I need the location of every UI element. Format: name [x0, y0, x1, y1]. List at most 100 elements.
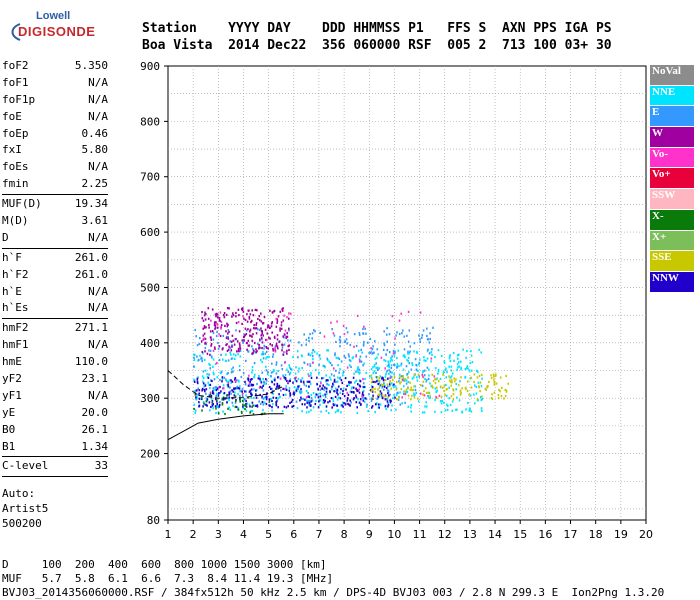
echo-point-nne: [322, 376, 325, 380]
echo-point-x-: [209, 393, 212, 396]
echo-point-nne: [456, 368, 458, 371]
echo-point-nnw: [244, 380, 246, 383]
echo-point-nnw: [242, 405, 244, 408]
echo-point-e: [427, 348, 429, 351]
echo-point-nnw: [212, 390, 214, 393]
parameter-row: foF1p N/A: [2, 92, 108, 109]
parameter-value: 1.34: [81, 439, 109, 453]
echo-point-nne: [263, 396, 266, 399]
echo-point-e: [240, 389, 243, 392]
parameter-value: 261.0: [74, 250, 108, 264]
echo-point-nnw: [212, 403, 214, 406]
echo-point-sse: [395, 388, 398, 391]
echo-point-nne: [393, 373, 395, 376]
echo-point-nne: [423, 359, 425, 362]
echo-point-sse: [399, 382, 401, 385]
echo-point-w: [259, 339, 261, 342]
parameter-name: yE: [2, 405, 16, 419]
echo-point-e: [262, 357, 265, 360]
echo-point-vo-: [391, 315, 394, 318]
echo-point-nne: [251, 369, 254, 372]
echo-point-w: [282, 353, 285, 356]
echo-point-nne: [203, 385, 205, 388]
echo-point-sse: [479, 381, 482, 384]
echo-point-vo-: [407, 310, 410, 313]
echo-point-w: [205, 313, 207, 316]
echo-point-vo-: [284, 361, 286, 364]
echo-point-e: [358, 332, 361, 335]
echo-point-nne: [222, 384, 225, 387]
echo-point-sse: [507, 382, 509, 385]
echo-point-w: [285, 335, 288, 338]
echo-point-e: [205, 392, 207, 395]
echo-point-nne: [332, 397, 334, 400]
echo-point-nnw: [290, 400, 293, 403]
echo-point-w: [239, 344, 241, 347]
y-tick-label: 600: [140, 226, 160, 239]
echo-point-nne: [258, 375, 260, 378]
echo-point-w: [220, 323, 223, 327]
echo-point-nnw: [321, 377, 323, 380]
echo-point-nne: [403, 390, 405, 393]
echo-point-nnw: [385, 387, 388, 390]
echo-point-e: [261, 371, 264, 374]
echo-point-w: [273, 310, 275, 313]
echo-point-nne: [405, 379, 408, 382]
legend-item-x-: X-: [650, 209, 694, 230]
echo-point-nnw: [198, 389, 201, 392]
echo-point-nne: [434, 410, 436, 413]
echo-point-nnw: [222, 398, 225, 401]
echo-point-w: [279, 329, 281, 332]
echo-point-w: [258, 347, 260, 350]
echo-point-nne: [373, 363, 376, 367]
echo-point-nne: [322, 364, 324, 367]
echo-point-nnw: [227, 385, 230, 388]
echo-point-e: [343, 355, 346, 358]
echo-point-nnw: [228, 393, 230, 396]
echo-point-w: [252, 314, 255, 317]
echo-point-e: [200, 356, 203, 359]
echo-point-w: [284, 333, 286, 336]
echo-point-sse: [460, 392, 462, 395]
parameter-name: C-level: [2, 459, 49, 473]
echo-point-nnw: [325, 387, 328, 390]
echo-point-w: [258, 315, 261, 318]
echo-point-nnw: [337, 393, 339, 396]
echo-point-e: [359, 355, 362, 358]
echo-point-w: [244, 334, 246, 337]
echo-point-nne: [363, 362, 365, 365]
echo-point-sse: [390, 387, 392, 390]
echo-point-nnw: [256, 404, 259, 407]
echo-point-nnw: [362, 399, 365, 402]
echo-point-nne: [201, 358, 203, 361]
echo-point-vo-: [234, 379, 237, 382]
echo-point-nne: [239, 355, 242, 358]
echo-point-e: [238, 369, 241, 372]
echo-point-nnw: [314, 402, 317, 406]
echo-point-e: [227, 329, 230, 332]
echo-point-w: [256, 350, 258, 353]
echo-point-e: [289, 395, 291, 398]
echo-point-vo-: [279, 377, 282, 380]
echo-point-w: [214, 313, 217, 316]
echo-point-e: [227, 359, 230, 362]
echo-point-nne: [388, 362, 390, 365]
echo-point-nne: [386, 364, 389, 367]
echo-point-w: [228, 307, 230, 310]
parameter-value: N/A: [88, 109, 108, 123]
echo-point-w: [205, 326, 207, 329]
echo-point-e: [348, 355, 350, 358]
echo-point-w: [252, 327, 255, 330]
echo-point-sse: [450, 380, 452, 384]
parameter-name: h`Es: [2, 301, 29, 315]
echo-point-x-: [234, 405, 237, 408]
echo-point-sse: [466, 389, 469, 392]
echo-point-vo-: [369, 351, 372, 354]
echo-point-nne: [459, 380, 461, 383]
echo-point-w: [248, 344, 251, 347]
parameter-value: N/A: [88, 230, 108, 244]
echo-point-nne: [228, 379, 231, 382]
echo-point-e: [236, 379, 238, 382]
echo-point-nne: [413, 376, 415, 379]
echo-point-w: [203, 314, 206, 317]
